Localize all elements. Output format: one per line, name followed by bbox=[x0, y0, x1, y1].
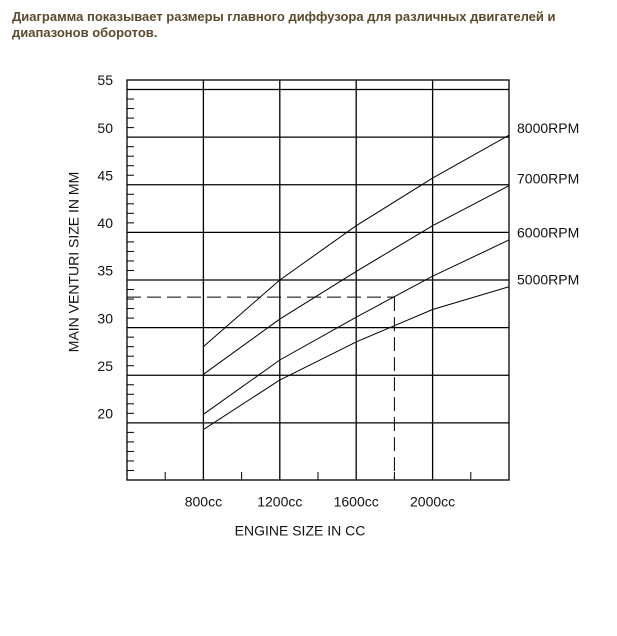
y-tick-label: 35 bbox=[97, 263, 113, 279]
x-tick-label: 1600cc bbox=[334, 494, 379, 510]
series-line bbox=[203, 185, 510, 375]
y-tick-label: 20 bbox=[97, 406, 113, 422]
series-line bbox=[203, 134, 510, 348]
y-tick-label: 50 bbox=[97, 120, 113, 136]
y-tick-label: 55 bbox=[97, 72, 113, 88]
series-line bbox=[203, 239, 510, 415]
series-label: 6000RPM bbox=[517, 225, 579, 241]
y-tick-label: 40 bbox=[97, 215, 113, 231]
x-tick-label: 1200cc bbox=[257, 494, 302, 510]
y-tick-label: 25 bbox=[97, 358, 113, 374]
series-line bbox=[203, 286, 510, 430]
series-label: 7000RPM bbox=[517, 170, 579, 186]
y-axis-label: MAIN VENTURI SIZE IN MM bbox=[66, 172, 82, 352]
y-tick-label: 45 bbox=[97, 167, 113, 183]
series-label: 8000RPM bbox=[517, 120, 579, 136]
y-tick-label: 30 bbox=[97, 310, 113, 326]
chart-title: Диаграмма показывает размеры главного ди… bbox=[12, 9, 556, 40]
x-axis-label: ENGINE SIZE IN CC bbox=[235, 523, 366, 539]
x-tick-label: 2000cc bbox=[410, 494, 455, 510]
x-tick-label: 800cc bbox=[185, 494, 222, 510]
series-label: 5000RPM bbox=[517, 271, 579, 287]
